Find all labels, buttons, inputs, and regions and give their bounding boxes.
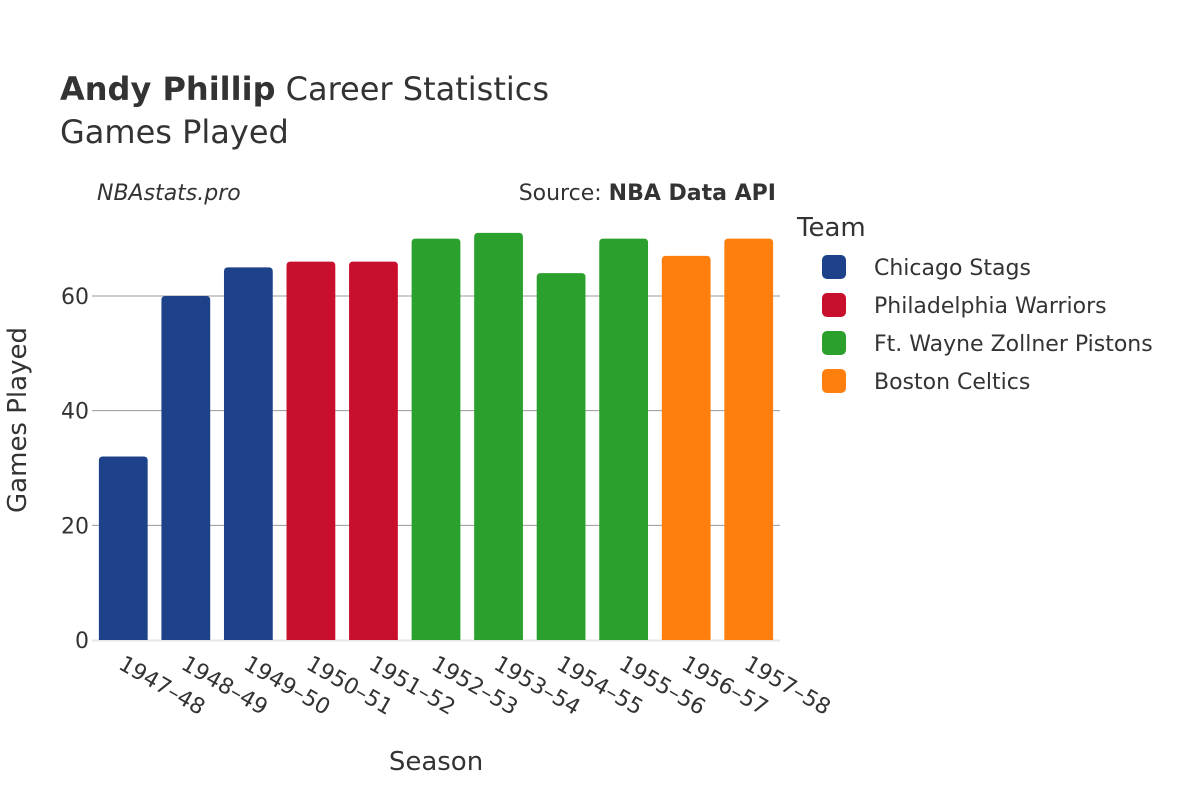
bar-1952–53	[411, 238, 461, 640]
x-axis-ticks: 1947–481948–491949–501950–511951–521952–…	[114, 652, 834, 721]
legend-entry: Chicago Stags	[874, 256, 1031, 281]
legend: Team Chicago Stags Philadelphia Warriors F…	[796, 213, 1153, 395]
chart-subtitle: Games Played	[60, 113, 289, 151]
chart-title: Andy Phillip Career Statistics	[60, 70, 549, 108]
source-prefix: Source:	[519, 181, 609, 206]
legend-swatch	[822, 293, 846, 317]
bars	[98, 232, 774, 640]
bar-1954–55	[536, 273, 586, 640]
y-tick-label: 20	[61, 514, 89, 539]
bar-1947–48	[98, 456, 148, 640]
source-name: NBA Data API	[609, 181, 776, 206]
y-tick-label: 40	[61, 400, 89, 425]
y-axis-title: Games Played	[3, 327, 33, 513]
chart-header: Andy Phillip Career Statistics Games Pla…	[60, 70, 776, 206]
bar-1957–58	[724, 238, 774, 640]
legend-swatch	[822, 331, 846, 355]
watermark: NBAstats.pro	[97, 181, 241, 206]
bar-1951–52	[349, 261, 398, 640]
legend-swatch	[822, 369, 846, 393]
bar-1953–54	[474, 232, 523, 640]
y-tick-label: 60	[61, 285, 89, 310]
y-tick-label: 0	[75, 629, 89, 654]
legend-entry: Ft. Wayne Zollner Pistons	[874, 332, 1153, 357]
title-rest: Career Statistics	[275, 70, 549, 108]
legend-entry: Boston Celtics	[874, 370, 1030, 395]
bar-1949–50	[223, 267, 273, 640]
bar-1955–56	[599, 238, 649, 640]
bar-1956–57	[661, 255, 711, 640]
x-axis-title: Season	[389, 747, 483, 777]
legend-entry: Philadelphia Warriors	[874, 294, 1107, 319]
player-name: Andy Phillip	[60, 70, 275, 108]
source-credit: Source: NBA Data API	[519, 181, 776, 206]
bar-1948–49	[161, 296, 211, 640]
legend-swatch	[822, 255, 846, 279]
legend-title: Team	[796, 213, 866, 243]
y-axis-ticks: 0 20 40 60	[61, 285, 89, 654]
bar-1950–51	[286, 261, 336, 640]
